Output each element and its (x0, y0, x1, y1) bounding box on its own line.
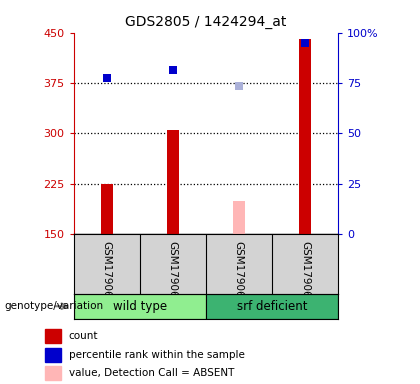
Bar (299, 39, 311, 234)
Bar (167, 130, 178, 234)
Bar (45, 329, 61, 343)
Point (302, 40, 308, 46)
Point (103, 74, 110, 81)
Text: GSM179066: GSM179066 (168, 242, 178, 305)
Bar (74, 294, 206, 319)
Text: count: count (69, 331, 98, 341)
Bar (45, 366, 61, 380)
Bar (206, 294, 338, 319)
Text: percentile rank within the sample: percentile rank within the sample (69, 350, 244, 360)
Text: GSM179065: GSM179065 (234, 242, 244, 305)
Bar (233, 200, 245, 234)
Bar (101, 184, 113, 234)
Point (236, 83, 242, 89)
Text: wild type: wild type (113, 300, 167, 313)
Bar (45, 348, 61, 362)
Title: GDS2805 / 1424294_at: GDS2805 / 1424294_at (125, 15, 286, 29)
Text: value, Detection Call = ABSENT: value, Detection Call = ABSENT (69, 368, 234, 378)
Text: genotype/variation: genotype/variation (4, 301, 103, 311)
Text: srf deficient: srf deficient (237, 300, 307, 313)
Point (169, 66, 176, 73)
Text: GSM179067: GSM179067 (300, 242, 310, 305)
Text: GSM179064: GSM179064 (102, 242, 112, 305)
